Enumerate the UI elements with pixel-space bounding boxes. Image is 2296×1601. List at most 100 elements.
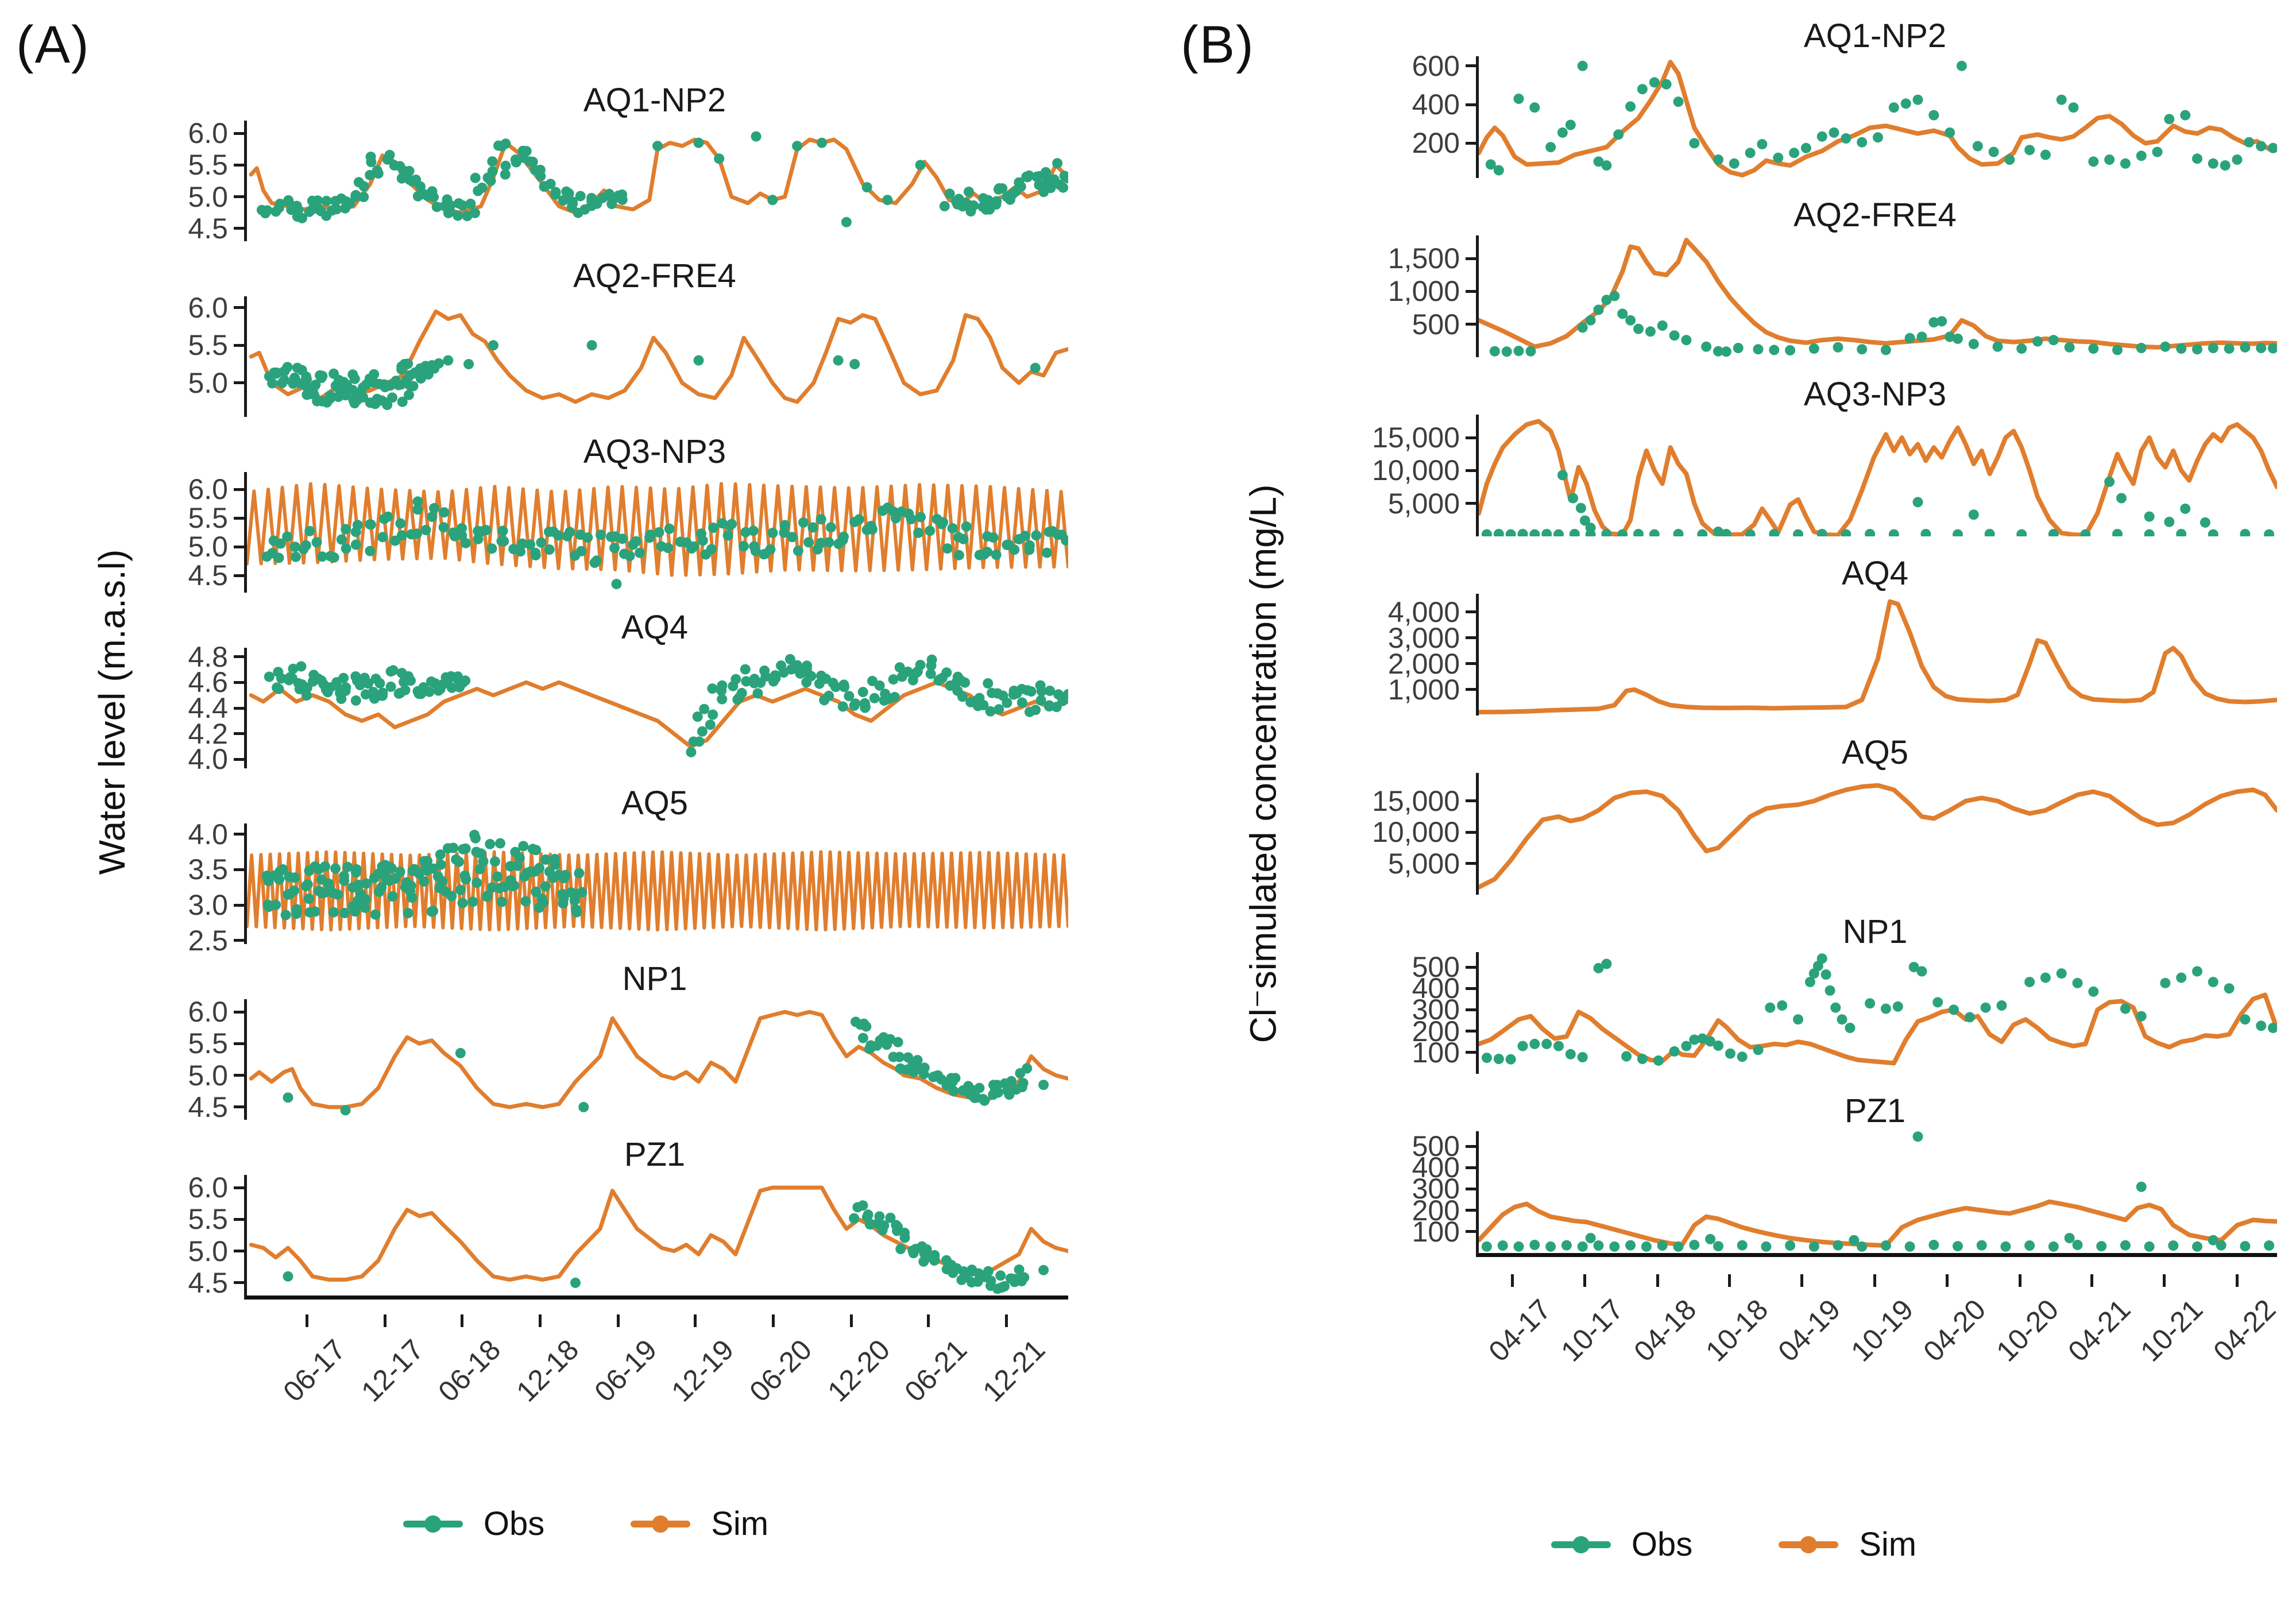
x-tick-label: 06-19 — [587, 1333, 663, 1408]
sim-line — [249, 309, 1068, 404]
panel-a: (A) Water level (m.a.s.l) AQ1-NP2 6.0 5.5 5… — [16, 16, 1068, 1542]
x-tick-mark — [1510, 1274, 1514, 1287]
subplot-body: 4.0 3.5 3.0 2.5 — [146, 818, 1068, 957]
subplot-body: 500 400 300 200 100 — [1286, 1130, 2277, 1257]
x-tick-label: 04-21 — [2061, 1293, 2136, 1368]
y-tick-label: 10,000 — [1372, 454, 1460, 487]
x-tick-mark — [383, 1314, 386, 1327]
series-canvas — [1479, 238, 2277, 357]
y-axis-tick-column: 6.0 5.5 5.0 4.5 — [146, 996, 244, 1123]
obs-legend-key-icon — [403, 1515, 463, 1533]
y-tick-label: 400 — [1412, 972, 1460, 1005]
obs-dots — [283, 1047, 1049, 1116]
obs-dots — [283, 1264, 1049, 1288]
y-tick-label: 4.6 — [188, 666, 228, 699]
x-tick-mark — [2018, 1274, 2021, 1287]
y-tick-mark — [1466, 1166, 1476, 1169]
subplot-np1: NP1 500 400 300 200 100 — [1286, 912, 2277, 1074]
sim-line — [249, 1010, 1068, 1109]
x-tick-mark — [538, 1314, 542, 1327]
plot-area — [244, 121, 1068, 241]
y-tick-mark — [234, 903, 244, 907]
y-tick-label: 5.0 — [188, 1235, 228, 1267]
y-tick-label: 4.5 — [188, 559, 228, 591]
plot-area — [1476, 773, 2277, 895]
x-tick-mark — [305, 1314, 308, 1327]
sim-line — [249, 680, 1068, 749]
y-tick-label: 1,000 — [1387, 275, 1460, 308]
subplot-pz1: PZ1 500 400 300 200 100 — [1286, 1091, 2277, 1257]
x-tick-label: 06-17 — [276, 1333, 351, 1408]
subplot-aq2-fre4: AQ2-FRE4 6.0 5.5 5.0 — [146, 256, 1068, 417]
subplot-title: AQ5 — [1841, 734, 1909, 771]
x-tick-mark — [1005, 1314, 1008, 1327]
y-tick-mark — [234, 574, 244, 577]
y-tick-label: 2,000 — [1387, 647, 1460, 680]
y-tick-label: 5,000 — [1387, 847, 1460, 880]
x-tick-label: 06-20 — [743, 1333, 818, 1408]
subplot-body: 6.0 5.5 5.0 — [146, 292, 1068, 417]
x-tick-mark — [1873, 1274, 1876, 1287]
subplot-np1: NP1 6.0 5.5 5.0 4.5 — [146, 959, 1068, 1123]
y-tick-mark — [1466, 862, 1476, 865]
x-tick-mark — [849, 1314, 853, 1327]
panel-b: (B) Cl⁻simulated concentration (mg/L) AQ… — [1172, 0, 2296, 1601]
y-tick-label: 4.0 — [188, 818, 228, 850]
x-axis: 04-17 10-17 04-18 10-18 04-19 10-19 04-20 10-20… — [1476, 1274, 2282, 1447]
y-tick-mark — [234, 195, 244, 199]
subplot-body: 500 400 300 200 100 — [1286, 951, 2277, 1074]
plot-area — [244, 999, 1068, 1120]
y-tick-mark — [1466, 1187, 1476, 1190]
y-tick-label: 4.0 — [188, 743, 228, 776]
y-tick-label: 400 — [1412, 88, 1460, 121]
plot-area — [1476, 415, 2277, 536]
obs-dots — [851, 1016, 1033, 1106]
y-tick-label: 5,000 — [1387, 487, 1460, 520]
subplot-title: NP1 — [622, 960, 687, 997]
sim-line — [1479, 419, 2277, 536]
y-tick-mark — [234, 306, 244, 310]
y-tick-label: 6.0 — [188, 473, 228, 505]
subplot-title: AQ2-FRE4 — [1793, 196, 1957, 234]
obs-legend-key-icon — [1551, 1536, 1611, 1553]
subplot-body: 6.0 5.5 5.0 4.5 — [146, 996, 1068, 1123]
y-tick-label: 6.0 — [188, 1171, 228, 1204]
series-canvas — [1479, 1131, 2277, 1252]
obs-dots — [611, 579, 622, 589]
y-tick-label: 4.5 — [188, 1266, 228, 1299]
y-tick-label: 2.5 — [188, 924, 228, 957]
obs-dots — [686, 653, 1068, 757]
y-axis-tick-column: 4.0 3.5 3.0 2.5 — [146, 818, 244, 957]
y-tick-mark — [1466, 636, 1476, 640]
y-tick-mark — [234, 163, 244, 167]
y-tick-label: 100 — [1412, 1215, 1460, 1248]
y-tick-mark — [1466, 799, 1476, 803]
subplot-title: AQ2-FRE4 — [573, 257, 736, 295]
subplot-aq5: AQ5 4.0 3.5 3.0 2.5 — [146, 783, 1068, 957]
panel-b-legend: Obs Sim — [1172, 1525, 2296, 1564]
y-tick-mark — [234, 1281, 244, 1285]
y-axis-tick-column: 6.0 5.5 5.0 4.5 — [146, 1171, 244, 1300]
series-canvas — [1479, 599, 2277, 715]
x-tick-label: 10-19 — [1844, 1293, 1919, 1368]
y-tick-label: 4.4 — [188, 692, 228, 724]
y-tick-mark — [1466, 965, 1476, 969]
obs-dots — [1481, 953, 2277, 1066]
y-tick-mark — [234, 939, 244, 942]
plot-area — [1476, 235, 2277, 357]
y-tick-label: 15,000 — [1372, 421, 1460, 454]
sim-legend-label: Sim — [1859, 1526, 1917, 1563]
y-tick-label: 5.5 — [188, 1203, 228, 1236]
y-tick-mark — [1466, 103, 1476, 106]
y-tick-label: 5.0 — [188, 531, 228, 563]
x-tick-label: 04-22 — [2206, 1293, 2282, 1368]
series-canvas — [1479, 783, 2277, 890]
y-tick-mark — [1466, 1144, 1476, 1148]
obs-dots — [849, 1200, 1030, 1294]
y-axis-tick-column: 6.0 5.5 5.0 4.5 — [146, 117, 244, 245]
panel-b-plots: AQ1-NP2 600 400 200 AQ2-FRE4 1,500 1,000 500 AQ3… — [1286, 16, 2282, 1447]
sim-line — [1479, 60, 2277, 177]
subplot-title: AQ5 — [621, 784, 689, 822]
y-tick-mark — [234, 757, 244, 761]
